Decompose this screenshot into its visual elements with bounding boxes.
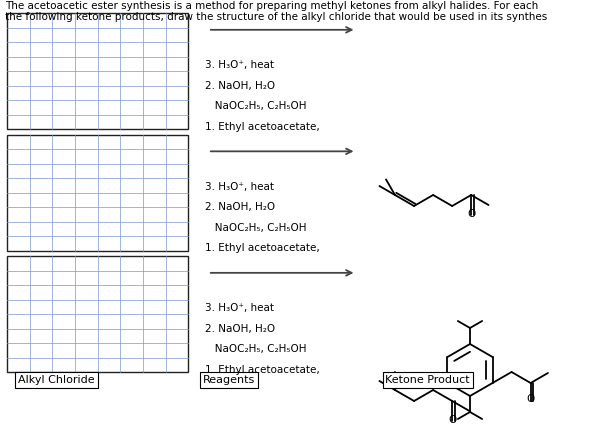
Bar (7, 135, 188, 251)
Text: Ketone Product: Ketone Product (386, 375, 470, 385)
Text: 2. NaOH, H₂O: 2. NaOH, H₂O (205, 202, 275, 212)
Text: The acetoacetic ester synthesis is a method for preparing methyl ketones from al: The acetoacetic ester synthesis is a met… (5, 1, 547, 23)
Text: O: O (467, 209, 475, 219)
Text: NaOC₂H₅, C₂H₅OH: NaOC₂H₅, C₂H₅OH (205, 344, 307, 354)
Text: 3. H₃O⁺, heat: 3. H₃O⁺, heat (205, 303, 274, 313)
Bar (7, 13, 188, 129)
Text: 2. NaOH, H₂O: 2. NaOH, H₂O (205, 81, 275, 91)
Text: 1. Ethyl acetoacetate,: 1. Ethyl acetoacetate, (205, 243, 320, 253)
Text: O: O (526, 394, 535, 404)
Text: NaOC₂H₅, C₂H₅OH: NaOC₂H₅, C₂H₅OH (205, 101, 307, 111)
Text: 1. Ethyl acetoacetate,: 1. Ethyl acetoacetate, (205, 122, 320, 132)
Text: 1. Ethyl acetoacetate,: 1. Ethyl acetoacetate, (205, 365, 320, 375)
Text: NaOC₂H₅, C₂H₅OH: NaOC₂H₅, C₂H₅OH (205, 223, 307, 233)
Text: Alkyl Chloride: Alkyl Chloride (18, 375, 94, 385)
Text: 3. H₃O⁺, heat: 3. H₃O⁺, heat (205, 60, 274, 70)
Text: 3. H₃O⁺, heat: 3. H₃O⁺, heat (205, 182, 274, 192)
Bar (7, 256, 188, 372)
Text: O: O (448, 415, 456, 425)
Text: Reagents: Reagents (203, 375, 255, 385)
Text: 2. NaOH, H₂O: 2. NaOH, H₂O (205, 324, 275, 334)
